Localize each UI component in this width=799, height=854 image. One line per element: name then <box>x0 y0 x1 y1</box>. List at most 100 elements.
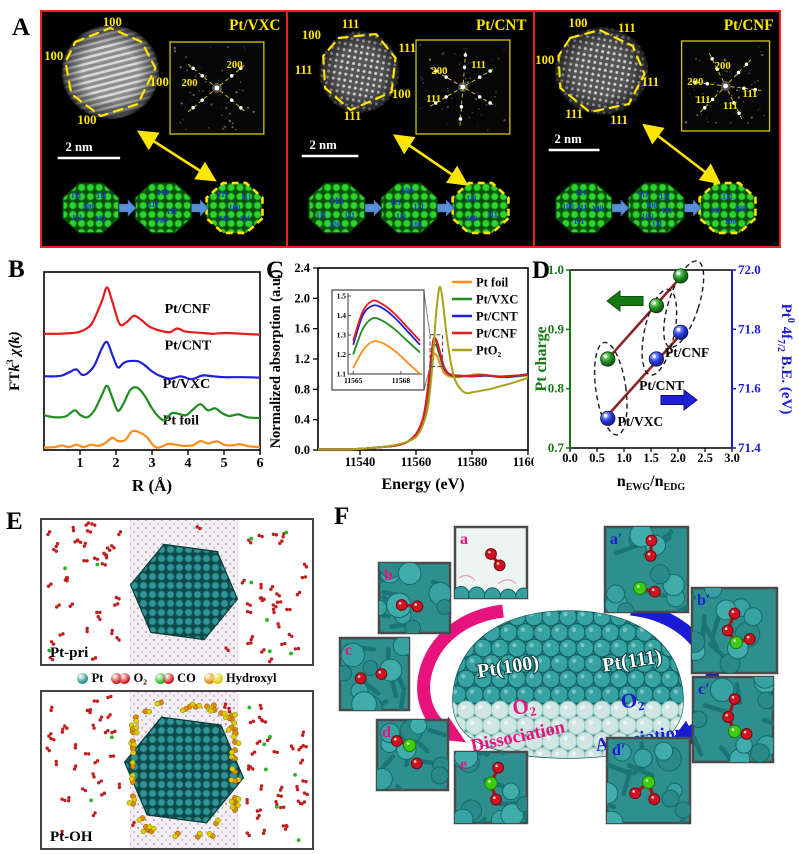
y-axis-label: FTk3 χ(k) <box>6 331 23 391</box>
binding-energy-point <box>648 351 665 367</box>
facet-label: 100 <box>150 75 169 89</box>
facet-label: 100 <box>103 15 122 29</box>
o-atom <box>493 559 506 572</box>
legend-label: PtO₂ <box>476 344 502 358</box>
model-facet-label: 100 <box>641 212 653 221</box>
legend-item-oh: Hydroxyl <box>203 671 277 686</box>
inset-label: e <box>460 756 467 773</box>
fft-label: 111 <box>426 93 441 105</box>
model-facet-label: 100 <box>157 188 169 197</box>
o2-association-o2: O₂ <box>619 687 645 714</box>
pt-ball-icon <box>77 672 89 684</box>
fft-label: 200 <box>432 65 449 77</box>
series-Pt/VXC <box>43 384 261 422</box>
inset-label: c′ <box>698 681 710 698</box>
co-ball-icon <box>163 672 175 684</box>
model-facet-label: 111 <box>467 194 478 203</box>
subpanel-title: Pt/VXC <box>229 17 280 34</box>
atomic-model <box>627 182 685 234</box>
model-facet-label: 111 <box>575 188 586 197</box>
panel-d-scatter-chart: 0.0 0.5 1.0 1.5 2.0 2.5 3.0 0.7 0.8 0.9 1.0 71.4 71.… <box>534 260 796 493</box>
o2-dissociation-o2: O₂ <box>510 692 537 720</box>
facet-label: 100 <box>568 16 587 30</box>
model-facet-label: 111 <box>576 203 587 212</box>
model-facet-label: 111 <box>344 211 355 220</box>
legend-label: Pt foil <box>476 276 509 290</box>
x-axis-label: R (Å) <box>132 476 172 495</box>
x-tick-label: 11560 <box>401 455 432 469</box>
model-facet-label: 111 <box>414 202 425 211</box>
series-Pt/CNF <box>43 286 261 336</box>
series-Pt foil <box>43 429 261 449</box>
fft-inset: 200 200 111 111 111 <box>680 40 770 132</box>
right-tick-label: 71.8 <box>738 321 761 336</box>
inset-y-tick: 1.4 <box>337 311 347 320</box>
inset-d-prime: d′ <box>605 736 692 825</box>
model-facet-label: 100 <box>591 204 603 213</box>
facet-label: 111 <box>610 113 628 127</box>
atomic-model <box>205 181 264 235</box>
x-tick-label: 11580 <box>457 455 488 469</box>
o-atom <box>354 672 367 685</box>
point-label: Pt/CNF <box>665 345 709 360</box>
scale-bar-label: 2 nm <box>554 132 581 146</box>
right-axis-label: Pt0 4f7/2 B.E. (eV) <box>775 304 796 415</box>
legend-item-pt: Pt <box>77 671 103 686</box>
y-tick-label: 1.2 <box>294 352 310 366</box>
inset-x-tick: 11565 <box>344 376 363 385</box>
panel-a-sub-ptcnf: 100 111 100 111 111 111 200 200 111 111 111 2 nm 111… <box>532 10 781 248</box>
series-label: Pt/CNT <box>165 339 212 354</box>
model-facet-label: 100 <box>734 204 746 213</box>
o-atom <box>375 668 388 680</box>
facet-label: 100 <box>44 49 63 63</box>
inset-y-tick: 1.1 <box>337 370 347 379</box>
model-facet-label: 111 <box>241 193 252 202</box>
atomic-model <box>451 181 511 235</box>
model-facet-label: 111 <box>638 190 649 199</box>
panel-a-tem-row: 100 100 100 100 200 200 2 nm 111 111 100 111 111 100… <box>40 10 781 248</box>
step-arrow-icon <box>611 199 629 217</box>
model-facet-label: 111 <box>659 192 670 201</box>
trend-arrow-icon <box>606 289 644 313</box>
inset-label: a <box>460 531 468 548</box>
left-tick-label: 0.8 <box>548 381 565 396</box>
particle-outline <box>64 26 157 118</box>
pair-ellipse <box>593 341 628 436</box>
model-facet-label: 111 <box>330 195 345 207</box>
facet-label: 111 <box>344 109 362 123</box>
fft-label: 111 <box>742 88 757 100</box>
x-tick-label: 0.5 <box>589 451 605 465</box>
inset-c-prime: c′ <box>691 675 775 764</box>
step-arrow-icon <box>191 199 209 217</box>
x-tick-label: 2.5 <box>697 451 713 465</box>
subpanel-title: Pt/CNF <box>724 17 774 34</box>
facet-label: 100 <box>302 28 321 42</box>
inset-b: b <box>377 561 452 635</box>
x-tick-label: 2.0 <box>670 451 686 465</box>
inset-b-prime: b′ <box>690 586 779 675</box>
scale-bar-label: 2 nm <box>310 138 337 152</box>
inset-label: a′ <box>610 531 623 548</box>
y-tick-label: 1.6 <box>294 322 310 336</box>
right-tick-label: 71.4 <box>738 440 761 455</box>
right-tick-label: 71.6 <box>738 381 761 396</box>
x-tick-label: 1.5 <box>643 451 659 465</box>
o-atom <box>648 585 661 598</box>
model-facet-label: 100 <box>229 203 241 212</box>
model-facet-label: 111 <box>390 198 401 207</box>
x-axis-label: nEWG/nEDG <box>617 473 686 493</box>
legend-label: Pt/VXC <box>476 293 518 307</box>
panel-b-exafs-chart: 1 2 3 4 5 6 R (Å) FTk3 χ(k) Pt foil Pt/VXC Pt/CNT P… <box>6 271 264 495</box>
panel-label-a: A <box>12 14 31 41</box>
facet-label: 111 <box>618 21 636 35</box>
y-tick-label: 0.0 <box>294 443 310 457</box>
facet-label: 111 <box>295 63 313 77</box>
inset-a: a <box>453 525 529 600</box>
md-box-label: Pt-pri <box>50 645 88 661</box>
model-facet-label: 111 <box>71 191 82 200</box>
model-facet-label: 111 <box>167 207 178 216</box>
fft-label: 200 <box>182 77 199 89</box>
